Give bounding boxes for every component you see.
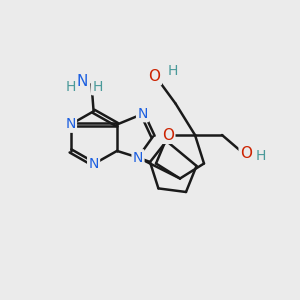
Text: O: O bbox=[162, 128, 174, 142]
Text: N: N bbox=[65, 118, 76, 131]
Text: H: H bbox=[256, 149, 266, 163]
Text: N: N bbox=[88, 157, 99, 171]
Text: O: O bbox=[148, 69, 160, 84]
Text: N: N bbox=[133, 151, 143, 164]
Text: N: N bbox=[137, 107, 148, 121]
Text: H: H bbox=[92, 80, 103, 94]
Text: H: H bbox=[167, 64, 178, 77]
Text: O: O bbox=[240, 146, 252, 160]
Text: H: H bbox=[65, 80, 76, 94]
Text: N: N bbox=[77, 74, 88, 88]
